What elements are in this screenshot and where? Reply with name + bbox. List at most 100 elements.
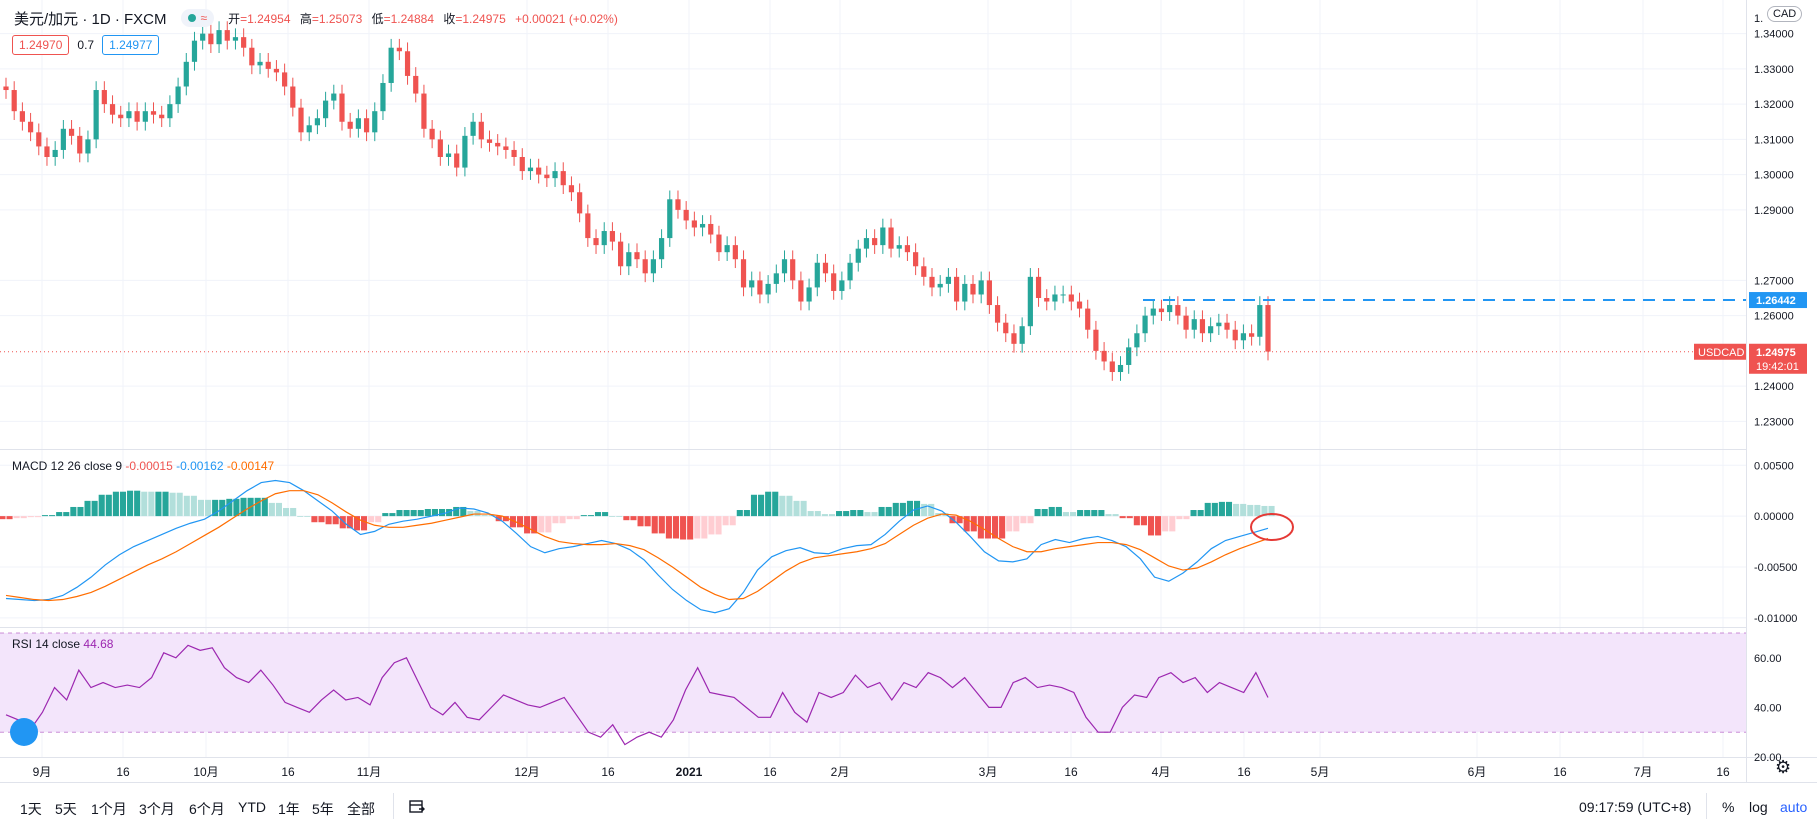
macd-hist-bar [573, 516, 580, 520]
macd-hist-bar [743, 510, 750, 517]
time-tick-label: 16 [601, 765, 615, 779]
macd-hist-bar [963, 516, 970, 532]
macd-hist-bar [424, 509, 431, 517]
currency-button[interactable]: CAD [1767, 6, 1803, 22]
price-tick-label: 1.31000 [1754, 134, 1794, 146]
candle-body [429, 128, 435, 140]
tradingview-logo-icon[interactable] [10, 718, 38, 746]
last-price-text: 1.24975 [1756, 347, 1796, 359]
macd-hist-bar [750, 494, 758, 517]
macd-hist-bar [112, 491, 119, 517]
macd-hist-bar [800, 500, 807, 517]
candle-body [519, 157, 525, 172]
candle-body [1208, 326, 1214, 334]
range-1d-button[interactable]: 1天 [20, 801, 42, 817]
macd-hist-bar [580, 515, 587, 517]
change-value: +0.00021 (+0.02%) [515, 11, 618, 26]
timezone-clock[interactable]: 09:17:59 (UTC+8) [1579, 799, 1692, 815]
price-tick-label: 1.30000 [1754, 170, 1794, 182]
macd-hist-bar [1240, 503, 1247, 517]
candle-body [839, 280, 845, 291]
macd-axis[interactable]: 0.00500 0.00000 -0.00500 -0.01000 [1754, 460, 1797, 625]
chart-canvas[interactable]: 1.34000 1.33000 1.32000 1.31000 1.30000 1.290… [0, 0, 1817, 782]
time-tick-label: 3月 [979, 765, 998, 779]
candle-body [896, 245, 902, 249]
macd-hist-bar [1247, 504, 1254, 517]
auto-scale-button[interactable]: auto [1780, 799, 1808, 815]
candle-body [77, 135, 83, 154]
candle-body [462, 135, 468, 168]
candle-body [945, 276, 952, 284]
candle-body [724, 245, 730, 253]
low-value: =1.24884 [383, 11, 434, 26]
macd-hist-bar [758, 494, 765, 517]
macd-hist-bar [275, 502, 283, 517]
market-status-pill[interactable]: ≈ [180, 9, 215, 27]
macd-hist-bar [0, 516, 6, 520]
macd-hist-bar [779, 495, 786, 517]
candle-body [1232, 329, 1238, 341]
sell-button[interactable]: 1.24970 [12, 35, 70, 55]
range-all-button[interactable]: 全部 [347, 801, 375, 817]
candle-body [93, 90, 99, 140]
ohlc-values: 开=1.24954 高=1.25073 低=1.24884 收=1.24975 … [228, 10, 624, 27]
candle-body [175, 86, 181, 105]
percent-scale-button[interactable]: % [1722, 799, 1735, 815]
range-6m-button[interactable]: 6个月 [189, 801, 225, 817]
gear-icon[interactable]: ⚙ [1775, 757, 1792, 777]
macd-hist-bar [1126, 516, 1133, 519]
price-axis[interactable]: 1.34000 1.33000 1.32000 1.31000 1.30000 1.290… [1754, 29, 1794, 429]
rsi-legend[interactable]: RSI 14 close 44.68 [12, 637, 113, 651]
log-scale-button[interactable]: log [1749, 799, 1768, 815]
annotation-circle[interactable] [1250, 513, 1294, 541]
macd-hist-bar [1119, 516, 1126, 519]
candle-body [306, 125, 312, 133]
buy-button[interactable]: 1.24977 [102, 35, 160, 55]
macd-hist-bar [56, 512, 63, 517]
macd-hist-bar [1055, 506, 1062, 517]
macd-hist-bar [722, 516, 729, 526]
macd-hist-bar [453, 506, 460, 517]
range-3m-button[interactable]: 3个月 [139, 801, 175, 817]
candle-body [150, 111, 157, 115]
price-tick-label: 1.26000 [1754, 311, 1794, 323]
candle-body [1183, 315, 1189, 330]
candle-body [208, 33, 214, 45]
rsi-tick-label: 40.00 [1754, 702, 1782, 714]
candle-body [937, 283, 943, 288]
macd-legend[interactable]: MACD 12 26 close 9 -0.00015 -0.00162 -0.… [12, 459, 274, 473]
rsi-tick-label: 20.00 [1754, 752, 1782, 764]
time-axis[interactable]: 9月 16 10月 16 11月 12月 16 2021 16 2月 3月 16 4月 16 5月 6月 16 7… [33, 765, 1730, 779]
candle-body [814, 262, 820, 288]
time-tick-label: 16 [116, 765, 130, 779]
range-5d-button[interactable]: 5天 [55, 801, 77, 817]
macd-hist-bar [360, 516, 368, 531]
candle-body [1265, 305, 1271, 352]
macd-hist-bar [1006, 516, 1013, 532]
range-ytd-button[interactable]: YTD [238, 799, 266, 815]
macd-hist-bar [396, 510, 403, 517]
macd-hist-bar [807, 511, 814, 517]
candle-body [241, 37, 247, 48]
candle-body [372, 111, 378, 133]
candle-body [134, 111, 140, 122]
macd-value: -0.00162 [176, 459, 224, 473]
macd-hist-bar [261, 497, 268, 517]
candle-body [757, 280, 763, 295]
macd-hist-bar [821, 514, 828, 517]
candle-body [740, 259, 747, 288]
macd-hist-bar [389, 513, 396, 517]
macd-hist-bar [1176, 516, 1183, 520]
range-1m-button[interactable]: 1个月 [91, 801, 127, 817]
range-5y-button[interactable]: 5年 [312, 801, 334, 817]
macd-hist-bar [1204, 502, 1211, 517]
goto-date-icon[interactable] [408, 797, 426, 815]
macd-hist-bar [148, 491, 155, 517]
macd-hist-bar [290, 507, 297, 517]
macd-hist-bar [1013, 516, 1020, 532]
range-1y-button[interactable]: 1年 [278, 801, 300, 817]
candle-body [863, 238, 870, 249]
symbol-title[interactable]: 美元/加元 · 1D · FXCM [14, 10, 167, 28]
rsi-axis[interactable]: 60.00 40.00 20.00 [1754, 653, 1782, 764]
macd-signal-value: -0.00147 [226, 459, 275, 473]
